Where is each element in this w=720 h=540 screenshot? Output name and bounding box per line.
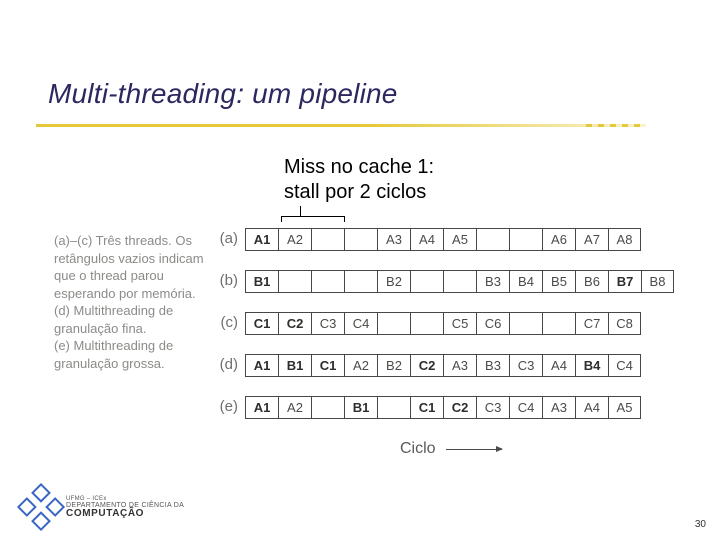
timeline-cell: B3 <box>476 354 509 377</box>
timeline-cell: B2 <box>377 354 410 377</box>
annotation-line2: stall por 2 ciclos <box>284 180 434 205</box>
timeline-cell: A6 <box>542 228 575 251</box>
timeline-cell: A5 <box>608 396 641 419</box>
timeline-cell: C1 <box>410 396 443 419</box>
timeline-cell: C3 <box>476 396 509 419</box>
timeline-cell: B3 <box>476 270 509 293</box>
timeline-row: C1C2C3C4 C5C6 C7C8 <box>245 312 641 335</box>
timeline-cell: A1 <box>245 396 278 419</box>
row-label: (b) <box>212 272 238 289</box>
timeline-cell: C1 <box>311 354 344 377</box>
annotation-line1: Miss no cache 1: <box>284 155 434 180</box>
dept-logo: UFMG – ICEx DEPARTAMENTO DE CIÊNCIA DA C… <box>24 490 184 524</box>
caption-line: granulação fina. <box>54 320 209 338</box>
timeline-cell: C4 <box>608 354 641 377</box>
timeline-cell: C2 <box>443 396 476 419</box>
caption-line: (d) Multithreading de <box>54 302 209 320</box>
timeline-cell: C5 <box>443 312 476 335</box>
timeline-cell: A8 <box>608 228 641 251</box>
ciclo-label: Ciclo <box>400 440 436 458</box>
timeline-cell: C3 <box>509 354 542 377</box>
caption-line: retângulos vazios indicam <box>54 250 209 268</box>
timeline-cell <box>410 312 443 335</box>
timeline-cell: C6 <box>476 312 509 335</box>
timeline-cell: A3 <box>377 228 410 251</box>
title-underline <box>36 124 646 127</box>
timeline-cell <box>377 312 410 335</box>
timeline-cell: C8 <box>608 312 641 335</box>
timeline-cell: C3 <box>311 312 344 335</box>
timeline-cell <box>377 396 410 419</box>
timeline-cell: A4 <box>575 396 608 419</box>
timeline-cell <box>410 270 443 293</box>
timeline-cell: A7 <box>575 228 608 251</box>
timeline-cell: B6 <box>575 270 608 293</box>
row-label: (d) <box>212 356 238 373</box>
timeline-cell: B4 <box>509 270 542 293</box>
timeline-cell: B4 <box>575 354 608 377</box>
bracket-stem <box>300 206 301 216</box>
timeline-cell <box>344 270 377 293</box>
timeline-cell <box>311 270 344 293</box>
timeline-cell: B7 <box>608 270 641 293</box>
timeline-cell: C2 <box>278 312 311 335</box>
timeline-row: A1A2 B1 C1C2C3C4A3A4A5 <box>245 396 641 419</box>
miss-annotation: Miss no cache 1: stall por 2 ciclos <box>284 155 434 205</box>
timeline-cell: C4 <box>344 312 377 335</box>
timeline-cell: A3 <box>443 354 476 377</box>
timeline-cell <box>344 228 377 251</box>
caption-line: granulação grossa. <box>54 355 209 373</box>
timeline-cell <box>278 270 311 293</box>
timeline-cell: A4 <box>410 228 443 251</box>
caption-line: esperando por memória. <box>54 285 209 303</box>
timeline-cell: B8 <box>641 270 674 293</box>
timeline-cell <box>509 228 542 251</box>
row-label: (c) <box>212 314 238 331</box>
slide-title: Multi-threading: um pipeline <box>48 78 398 110</box>
logo-line3: COMPUTAÇÃO <box>66 509 184 519</box>
figure-caption: (a)–(c) Três threads. Osretângulos vazio… <box>54 232 209 372</box>
timeline-cell <box>443 270 476 293</box>
ciclo-arrow <box>446 449 502 450</box>
timeline-cell: B1 <box>344 396 377 419</box>
timeline-row: B1 B2 B3B4B5B6B7B8 <box>245 270 674 293</box>
timeline-row: A1A2 A3A4A5 A6A7A8 <box>245 228 641 251</box>
timeline-cell <box>311 396 344 419</box>
timeline-cell: A2 <box>344 354 377 377</box>
row-label: (a) <box>212 230 238 247</box>
row-label: (e) <box>212 398 238 415</box>
timeline-cell: A2 <box>278 228 311 251</box>
timeline-cell: C2 <box>410 354 443 377</box>
timeline-cell: C4 <box>509 396 542 419</box>
caption-line: (e) Multithreading de <box>54 337 209 355</box>
timeline-cell: B5 <box>542 270 575 293</box>
timeline-cell: A2 <box>278 396 311 419</box>
caption-line: que o thread parou <box>54 267 209 285</box>
timeline-row: A1B1C1A2B2C2A3B3C3A4B4C4 <box>245 354 641 377</box>
timeline-cell: C1 <box>245 312 278 335</box>
caption-line: (a)–(c) Três threads. Os <box>54 232 209 250</box>
timeline-cell <box>476 228 509 251</box>
timeline-cell: A4 <box>542 354 575 377</box>
timeline-cell: C7 <box>575 312 608 335</box>
timeline-cell: A1 <box>245 228 278 251</box>
timeline-cell <box>509 312 542 335</box>
timeline-cell <box>542 312 575 335</box>
timeline-cell <box>311 228 344 251</box>
timeline-cell: B1 <box>245 270 278 293</box>
logo-mark <box>17 483 65 531</box>
timeline-cell: B1 <box>278 354 311 377</box>
ciclo-axis: Ciclo <box>400 440 502 458</box>
timeline-cell: A1 <box>245 354 278 377</box>
page-number: 30 <box>695 519 706 530</box>
bracket <box>281 216 345 222</box>
timeline-cell: B2 <box>377 270 410 293</box>
timeline-cell: A5 <box>443 228 476 251</box>
timeline-cell: A3 <box>542 396 575 419</box>
